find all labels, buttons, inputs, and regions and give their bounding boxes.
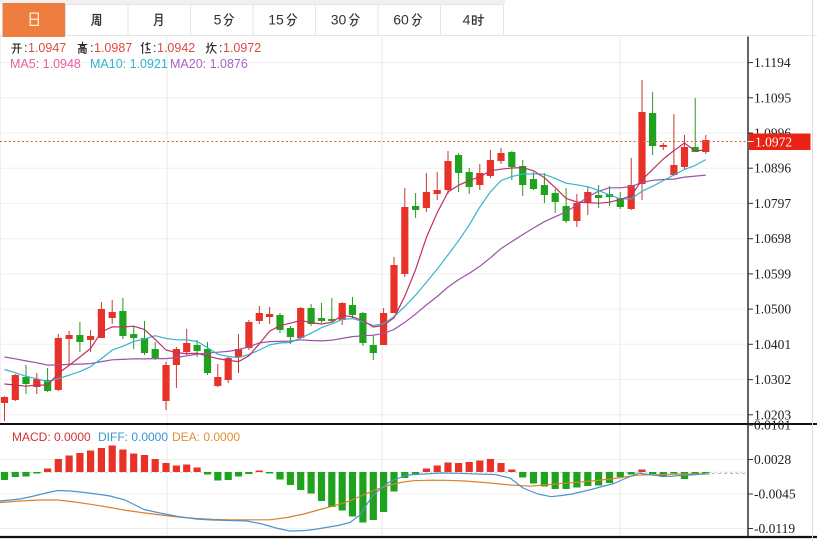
svg-text:1.0947: 1.0947 (28, 41, 66, 55)
svg-text:1.0972: 1.0972 (755, 135, 792, 150)
svg-text:4: 4 (463, 12, 471, 28)
svg-text:1.0500: 1.0500 (754, 302, 791, 317)
svg-text:1.0302: 1.0302 (754, 372, 791, 387)
svg-text:1.0599: 1.0599 (754, 266, 791, 281)
svg-text:1.0698: 1.0698 (754, 231, 791, 246)
svg-text:1.1194: 1.1194 (754, 55, 791, 70)
svg-text:1.0896: 1.0896 (754, 161, 791, 176)
svg-text:DIFF: 0.0000: DIFF: 0.0000 (98, 430, 168, 444)
svg-text::: : (90, 41, 93, 55)
svg-text:1.0987: 1.0987 (94, 41, 132, 55)
svg-text:30: 30 (331, 12, 347, 28)
svg-text:1.1095: 1.1095 (754, 90, 791, 105)
svg-text:MACD: 0.0000: MACD: 0.0000 (12, 430, 91, 444)
svg-text::: : (219, 41, 222, 55)
svg-text::: : (153, 41, 156, 55)
svg-text:60: 60 (393, 12, 409, 28)
svg-text:5: 5 (214, 12, 222, 28)
svg-text:0.0028: 0.0028 (754, 452, 791, 467)
svg-text:15: 15 (268, 12, 284, 28)
svg-text:MA20: 1.0876: MA20: 1.0876 (170, 57, 248, 71)
svg-text:0.0101: 0.0101 (754, 418, 791, 433)
svg-text:1.0972: 1.0972 (223, 41, 261, 55)
svg-text:-0.0119: -0.0119 (754, 521, 795, 536)
svg-text:DEA: 0.0000: DEA: 0.0000 (172, 430, 240, 444)
svg-text:-0.0045: -0.0045 (754, 487, 796, 502)
svg-text:MA5: 1.0948: MA5: 1.0948 (10, 57, 81, 71)
svg-text:1.0942: 1.0942 (157, 41, 195, 55)
svg-text:1.0401: 1.0401 (754, 337, 791, 352)
svg-text::: : (24, 41, 27, 55)
svg-text:1.0797: 1.0797 (754, 196, 791, 211)
svg-text:MA10: 1.0921: MA10: 1.0921 (90, 57, 168, 71)
svg-text:1.0203: 1.0203 (754, 407, 791, 422)
